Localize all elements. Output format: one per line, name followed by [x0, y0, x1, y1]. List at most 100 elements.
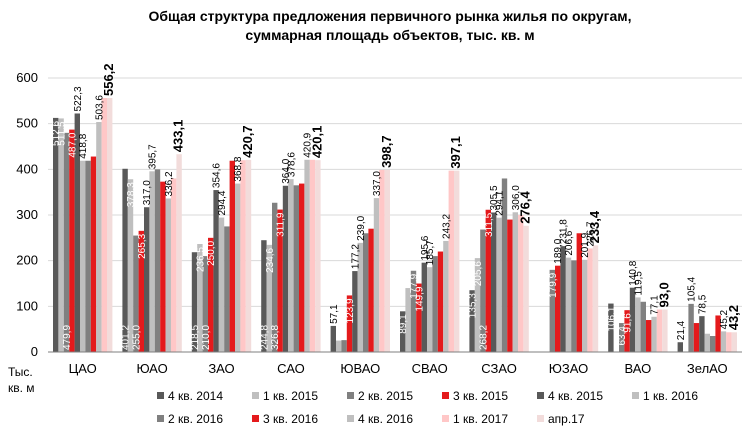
bar [138, 230, 144, 352]
bar [261, 240, 267, 352]
bar [656, 309, 663, 352]
bar [165, 198, 171, 352]
bar [400, 311, 406, 352]
legend-swatch [442, 392, 449, 399]
data-label: 306,0 [511, 185, 522, 210]
bar [427, 267, 433, 352]
legend-label: 4 кв. 2016 [358, 412, 413, 426]
data-label: 185,7 [425, 240, 436, 265]
x-category-label: ЗАО [208, 361, 234, 376]
bar [629, 287, 636, 352]
data-label: 326,8 [270, 325, 281, 350]
bar [624, 310, 630, 352]
bar [693, 323, 700, 352]
bar [443, 240, 449, 352]
bar [357, 242, 363, 352]
x-axis-categories: ЦАО ЮАО ЗАО САО ЮВАО СВАО СЗАО ЮЗАО ВАО ЗелАО [69, 361, 728, 376]
bar [224, 226, 230, 352]
legend-swatch [537, 415, 544, 422]
bar [63, 132, 70, 352]
data-label: 317,0 [142, 180, 153, 205]
y-axis-ticks: 0 100 200 300 400 500 600 [16, 70, 38, 359]
bar [592, 245, 599, 352]
bar [341, 340, 347, 352]
bar [171, 178, 177, 352]
bar [437, 251, 444, 352]
data-label: 276,4 [518, 190, 533, 223]
bar [240, 160, 246, 352]
bar [272, 202, 278, 352]
x-category-label: ЦАО [69, 361, 97, 376]
bar [266, 244, 272, 352]
data-label: 354,6 [212, 163, 223, 188]
data-label: 420,1 [309, 126, 324, 159]
bar [560, 246, 566, 352]
bar [448, 170, 454, 352]
bar [704, 333, 710, 352]
data-label: 255,0 [131, 325, 142, 350]
bar [352, 271, 358, 352]
data-label: 236,5 [195, 247, 206, 272]
bar [646, 320, 652, 352]
bar [469, 290, 475, 352]
bar [336, 340, 342, 352]
bar [432, 256, 438, 352]
data-label: 401,2 [121, 325, 132, 350]
bar [608, 303, 614, 352]
data-label: 78,5 [697, 294, 708, 314]
data-label: 43,2 [726, 305, 741, 330]
bar [726, 332, 732, 352]
bar [202, 256, 208, 352]
bar [474, 258, 481, 352]
bar [127, 179, 134, 352]
y-tick-label: 300 [16, 207, 38, 222]
legend-swatch [442, 415, 449, 422]
legend-label: 3 кв. 2016 [263, 412, 318, 426]
data-label: 311,9 [276, 212, 287, 237]
legend-swatch [252, 392, 259, 399]
y-axis-label-line-2: кв. м [8, 381, 35, 395]
bar [96, 122, 102, 352]
bar [640, 301, 646, 352]
data-label: 210,0 [201, 325, 212, 350]
bar [587, 248, 593, 352]
data-label: 77,1 [650, 295, 661, 315]
data-label: 105,4 [687, 276, 698, 301]
bar [384, 169, 390, 352]
bar [304, 159, 310, 352]
bar [197, 243, 203, 352]
bar [229, 160, 235, 352]
bar [410, 270, 417, 352]
legend-swatch [252, 415, 259, 422]
bar [85, 160, 91, 352]
data-label: 397,1 [448, 136, 463, 169]
data-label: 294,1 [495, 190, 506, 215]
data-label: 201,9 [580, 232, 591, 257]
y-tick-label: 200 [16, 253, 38, 268]
legend-label: 1 кв. 2015 [263, 389, 318, 403]
bar [346, 295, 353, 352]
data-label: 89,1 [398, 314, 409, 334]
bar [512, 212, 518, 352]
data-label: 226,7 [586, 221, 597, 246]
x-category-label: СЗАО [481, 361, 517, 376]
data-label: 234,6 [265, 247, 276, 272]
legend-label: 1 кв. 2016 [643, 389, 698, 403]
bar [363, 233, 369, 352]
bar [80, 160, 86, 352]
x-category-label: ВАО [625, 361, 652, 376]
data-label: 305,5 [489, 185, 500, 210]
legend-label: 3 кв. 2015 [453, 389, 508, 403]
data-label: 265,3 [137, 233, 148, 258]
bar [677, 342, 683, 352]
chart-title-line-2: суммарная площадь объектов, тыс. кв. м [245, 27, 534, 43]
legend-label: 2 кв. 2016 [168, 412, 223, 426]
bar [555, 265, 561, 352]
data-label: 140,8 [628, 260, 639, 285]
bar [144, 207, 150, 352]
data-label: 177,9 [409, 273, 420, 298]
data-label: 244,8 [259, 325, 270, 350]
data-label: 231,8 [559, 219, 570, 244]
data-label: 239,0 [356, 215, 367, 240]
data-label: 294,4 [217, 190, 228, 215]
